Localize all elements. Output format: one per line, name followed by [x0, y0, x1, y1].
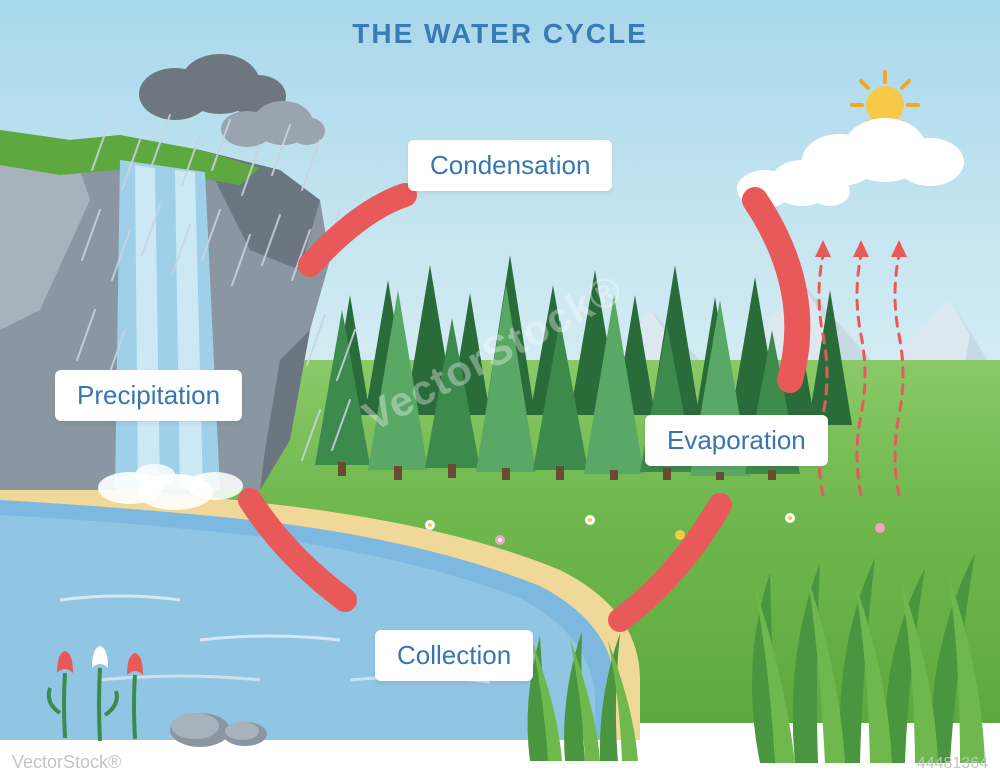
- arrow-precipitation-to-collection: [250, 500, 345, 600]
- label-collection: Collection: [375, 630, 533, 681]
- watermark-id: 44481364: [917, 755, 988, 773]
- label-condensation: Condensation: [408, 140, 612, 191]
- diagram-title: THE WATER CYCLE: [352, 18, 647, 50]
- grass-blades-right: [700, 543, 1000, 763]
- watermark-brand: VectorStock®: [12, 752, 121, 773]
- tulips: [40, 623, 180, 743]
- arrow-evaporation-to-condensation: [755, 200, 797, 380]
- pebbles: [165, 688, 285, 748]
- water-cycle-scene: THE WATER CYCLE Condensation Precipitati…: [0, 0, 1000, 783]
- arrow-condensation-to-precipitation: [310, 195, 405, 265]
- label-precipitation: Precipitation: [55, 370, 242, 421]
- label-evaporation: Evaporation: [645, 415, 828, 466]
